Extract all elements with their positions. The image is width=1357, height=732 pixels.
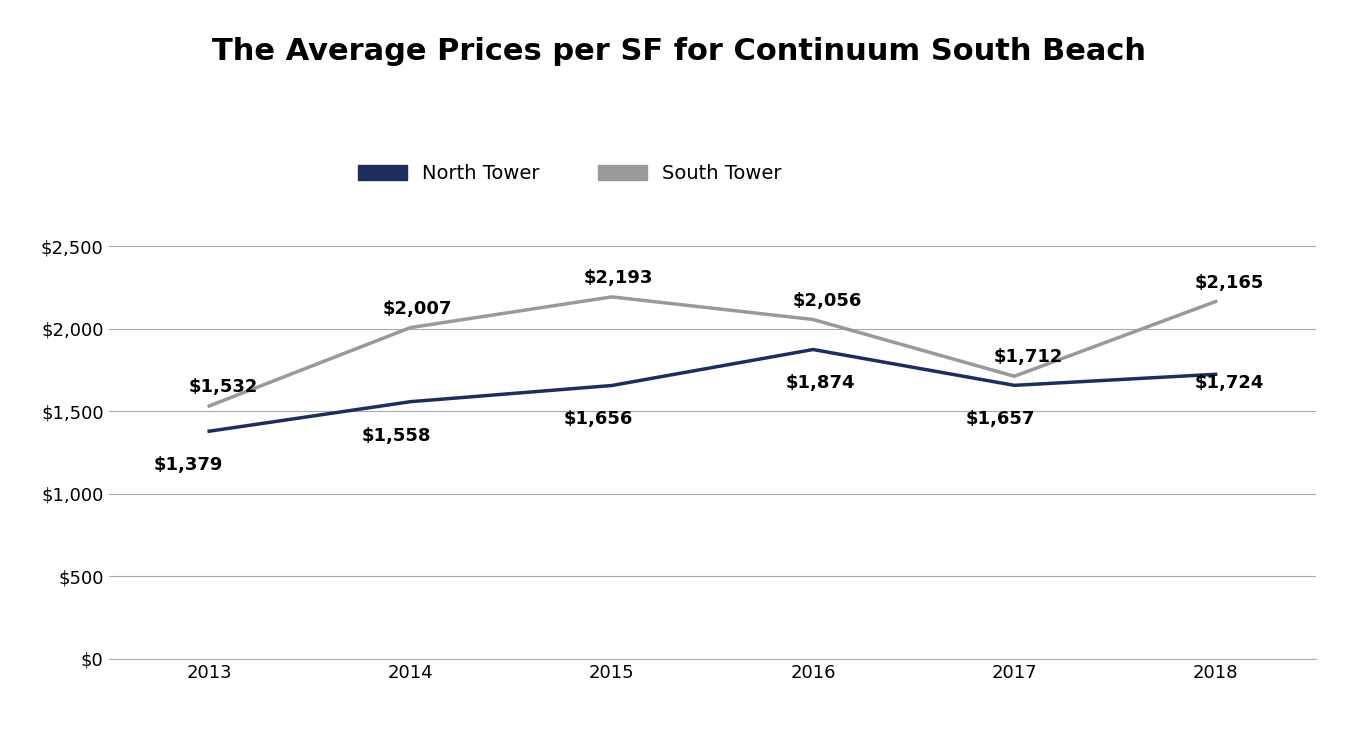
South Tower	[604, 293, 620, 302]
Line: North Tower: North Tower	[209, 349, 1216, 431]
Text: $1,657: $1,657	[966, 410, 1035, 428]
North Tower	[805, 345, 821, 354]
Text: $1,656: $1,656	[563, 411, 632, 428]
Text: $2,007: $2,007	[383, 299, 452, 318]
Text: $1,724: $1,724	[1196, 374, 1265, 392]
North Tower	[604, 381, 620, 390]
Text: $1,874: $1,874	[786, 374, 855, 392]
North Tower	[1208, 370, 1224, 378]
South Tower	[1208, 297, 1224, 306]
Line: South Tower: South Tower	[209, 297, 1216, 406]
Text: $1,379: $1,379	[153, 456, 223, 474]
Text: The Average Prices per SF for Continuum South Beach: The Average Prices per SF for Continuum …	[212, 37, 1145, 66]
South Tower	[1006, 372, 1022, 381]
North Tower	[402, 397, 418, 406]
Text: $1,712: $1,712	[993, 348, 1063, 367]
Text: $1,532: $1,532	[189, 378, 258, 396]
Text: $2,056: $2,056	[792, 291, 862, 310]
Text: $1,558: $1,558	[362, 427, 432, 444]
South Tower	[805, 315, 821, 324]
North Tower	[201, 427, 217, 436]
Text: $2,193: $2,193	[584, 269, 654, 287]
Legend: North Tower, South Tower: North Tower, South Tower	[350, 156, 790, 190]
South Tower	[402, 324, 418, 332]
South Tower	[201, 402, 217, 411]
Text: $2,165: $2,165	[1196, 274, 1265, 291]
North Tower	[1006, 381, 1022, 389]
